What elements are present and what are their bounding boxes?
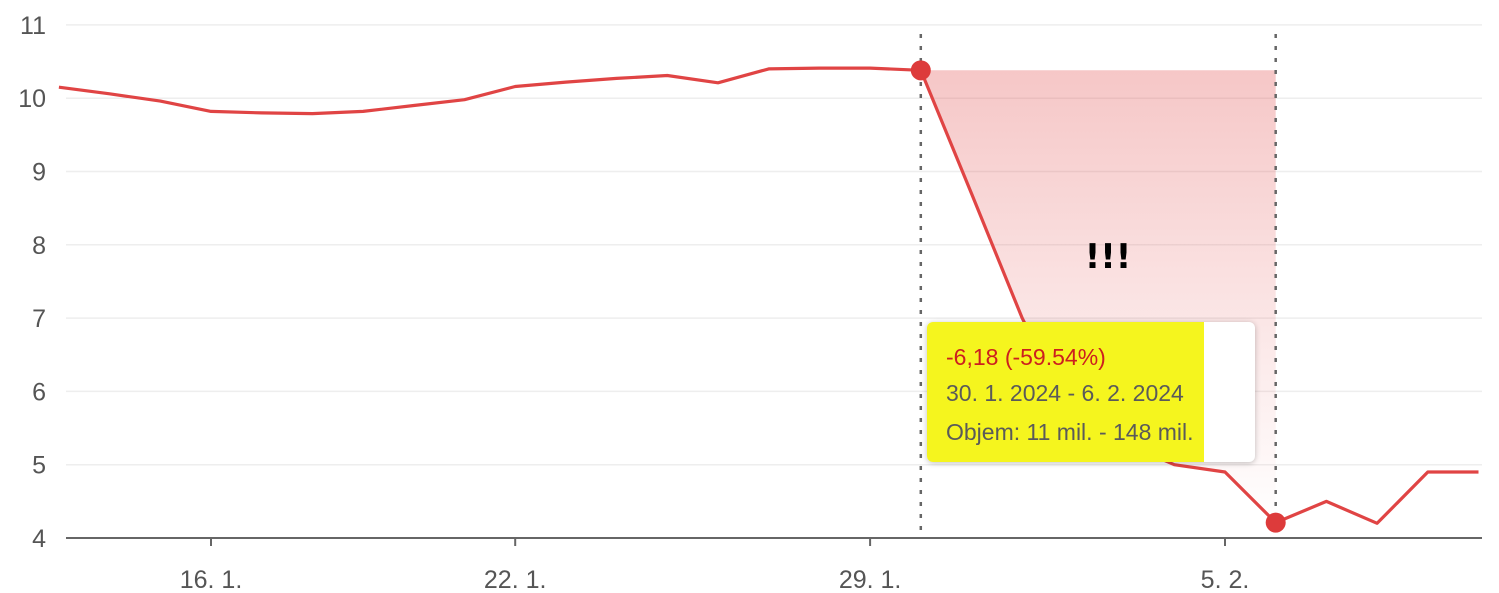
x-tick-label: 29. 1. — [839, 566, 902, 593]
tooltip-highlight — [927, 322, 1204, 462]
price-series-line — [58, 66, 1479, 525]
x-tick-label: 5. 2. — [1201, 566, 1250, 593]
x-tick-label: 22. 1. — [484, 566, 547, 593]
selection-guides — [919, 34, 1277, 538]
tooltip-volume: Objem: 11 mil. - 148 mil. — [946, 419, 1194, 445]
selection-end-marker — [1265, 512, 1286, 533]
selection-markers — [910, 60, 1286, 533]
y-tick-label: 7 — [32, 305, 46, 333]
grid-lines — [66, 24, 1482, 466]
y-tick-label: 4 — [32, 525, 46, 553]
x-tick-label: 16. 1. — [180, 566, 243, 593]
y-tick-label: 9 — [32, 159, 46, 187]
axes: 4 5 6 7 8 9 10 11 16. 1. 22. 1. 29. 1. 5. 2. — [18, 12, 1482, 593]
range-tooltip: -6,18 (-59.54%) 30. 1. 2024 - 6. 2. 2024… — [927, 322, 1255, 462]
annotation-exclamation: !!! — [1085, 237, 1132, 277]
tooltip-date-range: 30. 1. 2024 - 6. 2. 2024 — [946, 380, 1184, 406]
y-tick-label: 11 — [20, 12, 46, 40]
tooltip-change: -6,18 (-59.54%) — [946, 344, 1106, 370]
y-tick-label: 5 — [32, 452, 46, 480]
y-tick-label: 8 — [32, 232, 46, 260]
y-tick-label: 6 — [32, 378, 46, 406]
y-tick-label: 10 — [18, 85, 46, 113]
selection-start-marker — [910, 60, 931, 81]
series-layer — [58, 66, 1479, 525]
